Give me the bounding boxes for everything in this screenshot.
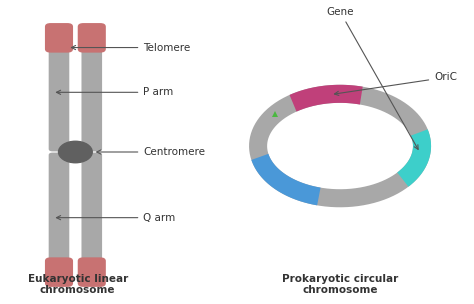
Text: Gene: Gene [326,7,418,149]
Text: Telomere: Telomere [72,43,191,53]
FancyBboxPatch shape [49,45,69,151]
Text: Prokaryotic circular
chromosome: Prokaryotic circular chromosome [282,274,398,295]
FancyBboxPatch shape [78,257,106,287]
Text: Q arm: Q arm [56,213,175,223]
Text: P arm: P arm [56,87,173,97]
FancyBboxPatch shape [82,153,102,265]
FancyBboxPatch shape [45,257,73,287]
Circle shape [58,141,92,163]
FancyBboxPatch shape [49,153,69,265]
Text: Centromere: Centromere [97,147,205,157]
Text: OriC: OriC [335,72,457,95]
FancyBboxPatch shape [82,45,102,151]
Text: Eukaryotic linear
chromosome: Eukaryotic linear chromosome [27,274,128,295]
FancyBboxPatch shape [78,23,106,53]
FancyBboxPatch shape [45,23,73,53]
